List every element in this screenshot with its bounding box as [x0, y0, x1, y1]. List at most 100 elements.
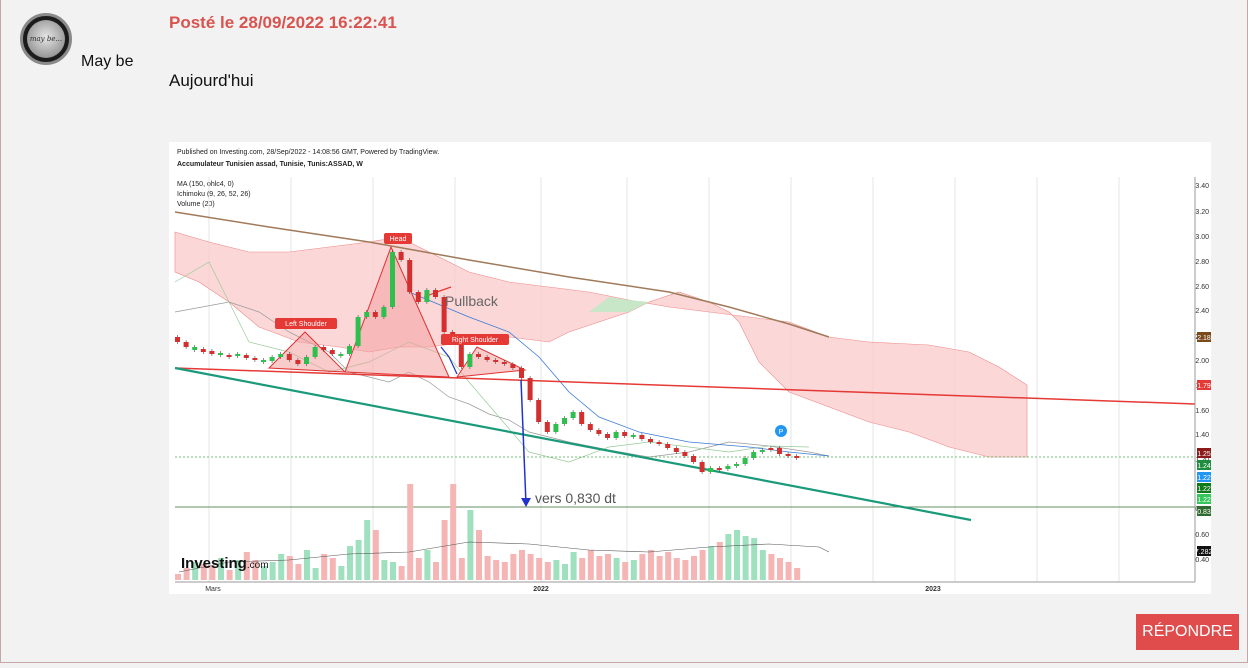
candle-body — [613, 432, 619, 438]
volume-bar — [622, 562, 629, 580]
volume-bar — [243, 552, 250, 580]
chart-indicator-ma: MA (150, ohlc4, 0) — [177, 181, 234, 188]
price-badge-label: 1.22 — [1197, 486, 1211, 493]
volume-bar — [794, 568, 801, 580]
price-badge-label: 97.282K — [1191, 549, 1211, 556]
volume-bar — [424, 550, 431, 580]
ma150-line — [174, 211, 830, 338]
volume-bar — [544, 562, 551, 580]
candle-body — [682, 452, 688, 456]
price-badge — [1197, 448, 1211, 458]
volume-bar — [673, 558, 680, 580]
volume-bar — [785, 562, 792, 580]
volume-bar — [235, 560, 242, 580]
candle-body — [622, 432, 628, 436]
price-badges: 2.18 1.79 1.25 1.24 1.22 1.22 1.22 0.83 97.282K — [1191, 332, 1211, 556]
volume-bar — [493, 560, 500, 580]
candle-body — [261, 360, 266, 362]
volume-bar — [725, 534, 732, 580]
volume-bar — [312, 568, 319, 580]
candle-body — [699, 462, 705, 472]
price-badge — [1197, 506, 1211, 516]
candle-body — [596, 430, 602, 434]
volume-bar — [476, 530, 482, 580]
volume-bar — [295, 564, 302, 580]
candle-body — [527, 378, 533, 400]
chart-published-line: Published on Investing.com, 28/Sep/2022 … — [177, 149, 440, 156]
volume-bar — [304, 550, 310, 580]
candle-body — [286, 354, 292, 360]
volume-bar — [484, 556, 491, 580]
candle-body — [441, 297, 447, 332]
y-tick-label: 0.60 — [1195, 532, 1209, 539]
volume-bar — [519, 550, 525, 580]
candle-body — [269, 357, 275, 361]
candle-body — [708, 468, 714, 472]
right-shoulder-shape — [455, 346, 527, 378]
ichimoku-cloud-green — [589, 297, 649, 312]
volume-bar — [364, 520, 371, 580]
candle-body — [725, 466, 731, 469]
candle-body — [742, 458, 748, 464]
volume-bar — [699, 550, 706, 580]
volume-bar — [682, 560, 689, 580]
volume-series — [175, 484, 801, 580]
volume-bar — [338, 566, 345, 580]
price-badge — [1197, 460, 1211, 470]
price-badge — [1197, 472, 1211, 482]
price-badge-label: 1.22 — [1197, 497, 1211, 504]
candle-body — [226, 355, 232, 357]
reply-button[interactable]: RÉPONDRE — [1136, 614, 1239, 650]
y-tick-label: 1.60 — [1195, 408, 1209, 415]
p-marker-label: P — [779, 429, 784, 436]
y-tick-label: 3.20 — [1195, 209, 1209, 216]
candle-body — [183, 342, 189, 347]
candle-body — [751, 452, 757, 458]
pullback-arrow — [440, 346, 458, 375]
volume-bar — [278, 554, 285, 580]
avatar-image: may be... — [27, 20, 65, 58]
volume-bar — [458, 558, 465, 580]
post-date: Posté le 28/09/2022 16:22:41 — [169, 13, 397, 32]
chart-symbol-title: Accumulateur Tunisien assad, Tunisie, Tu… — [177, 161, 363, 168]
investing-logo: Investing.com — [181, 555, 269, 572]
y-tick-label: 2.00 — [1195, 358, 1209, 365]
volume-bar — [613, 558, 620, 580]
candle-body — [484, 357, 490, 360]
candle-body — [519, 368, 524, 378]
volume-bar — [716, 542, 723, 580]
candle-body — [691, 456, 696, 462]
volume-bar — [433, 562, 439, 580]
volume-bar — [579, 558, 586, 580]
candle-body — [648, 439, 653, 442]
target-label: vers 0,830 dt — [535, 490, 616, 506]
volume-bar — [570, 552, 577, 580]
candlestick-series — [175, 250, 800, 474]
author-name[interactable]: May be — [81, 53, 134, 70]
volume-bar — [639, 554, 646, 580]
volume-bar — [183, 568, 190, 580]
chart-indicator-ichimoku: Ichimoku (9, 26, 52, 26) — [177, 191, 251, 198]
price-badge — [1197, 546, 1211, 556]
chart-indicator-volume: Volume (20) — [177, 201, 215, 208]
volume-bar — [192, 562, 199, 580]
volume-bar — [200, 564, 207, 580]
y-tick-label: 0.40 — [1195, 557, 1209, 564]
volume-bar — [252, 560, 259, 580]
candle-body — [218, 353, 223, 355]
left-shoulder-label: Left Shoulder — [285, 321, 327, 328]
avatar[interactable]: may be... — [20, 13, 72, 65]
candle-body — [579, 412, 585, 424]
candle-body — [536, 400, 542, 422]
price-badge — [1197, 494, 1211, 504]
candle-body — [656, 442, 662, 444]
volume-bar — [321, 554, 328, 580]
y-tick-label: 3.40 — [1195, 183, 1209, 190]
volume-bar — [734, 530, 740, 580]
candle-body — [716, 468, 722, 470]
candle-body — [175, 337, 180, 342]
volume-bar — [355, 540, 362, 580]
head-label: Head — [390, 236, 407, 243]
volume-bar — [261, 566, 267, 580]
